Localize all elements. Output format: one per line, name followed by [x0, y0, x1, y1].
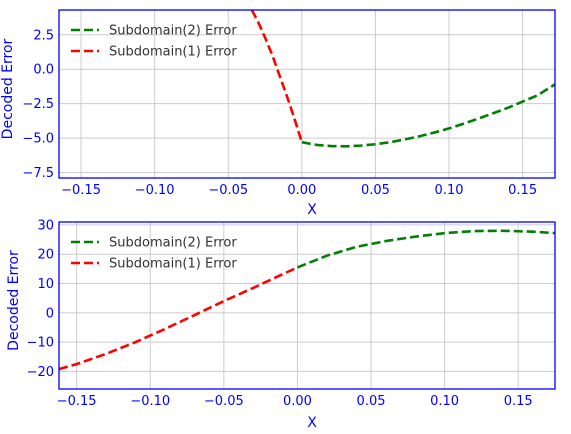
x-axis-label: X: [307, 202, 317, 218]
bottom-subplot: −0.15 −0.10 −0.05 0.00 0.05 0.10 0.15 −20 −10 0 10…: [6, 218, 556, 431]
x-tick-label: −0.15: [61, 183, 101, 198]
x-tick-label: 0.00: [287, 183, 316, 198]
x-tick-label: −0.15: [57, 394, 97, 409]
y-tick-label: −5.0: [22, 132, 54, 147]
y-tick-label: 2.5: [33, 28, 54, 43]
legend: Subdomain(2) Error Subdomain(1) Error: [71, 24, 237, 60]
y-tick-label: −2.5: [22, 97, 54, 112]
series-line-subdomain-1: [250, 10, 304, 143]
x-tick-label: −0.10: [130, 394, 170, 409]
series-line-subdomain-2: [296, 229, 555, 269]
y-tick-label: −20: [27, 365, 54, 380]
series-line-subdomain-2: [301, 83, 555, 148]
top-subplot: −0.15 −0.10 −0.05 0.00 0.05 0.10 0.15 −7.5 −5.0 −…: [0, 9, 556, 218]
legend-entry: Subdomain(2) Error: [109, 236, 237, 251]
y-axis-label: Decoded Error: [6, 250, 22, 351]
x-tick-label: 0.00: [283, 394, 312, 409]
y-tick-label: 20: [37, 248, 54, 263]
plot-area: [59, 10, 555, 178]
x-tick-label: −0.05: [204, 394, 244, 409]
legend-entry: Subdomain(2) Error: [109, 24, 237, 39]
y-axis-label: Decoded Error: [0, 38, 16, 139]
legend-entry: Subdomain(1) Error: [109, 45, 237, 60]
x-tick-label: 0.05: [361, 183, 390, 198]
series-line-subdomain-1: [59, 266, 298, 371]
y-tick-label: 10: [37, 277, 54, 292]
x-tick-label: 0.10: [435, 183, 464, 198]
y-tick-label: 0: [46, 306, 54, 321]
x-tick-label: 0.05: [357, 394, 386, 409]
x-tick-label: 0.10: [430, 394, 459, 409]
y-tick-label: 30: [37, 218, 54, 233]
y-tick-label: 0.0: [33, 63, 54, 78]
y-tick-label: −7.5: [22, 166, 54, 181]
x-tick-label: −0.05: [208, 183, 248, 198]
x-tick-label: 0.15: [508, 183, 537, 198]
x-tick-label: −0.10: [135, 183, 175, 198]
y-tick-label: −10: [27, 336, 54, 351]
legend: Subdomain(2) Error Subdomain(1) Error: [71, 236, 237, 272]
plot-frame: [58, 221, 556, 390]
legend-entry: Subdomain(1) Error: [109, 257, 237, 272]
plot-frame: [58, 9, 556, 179]
x-tick-label: 0.15: [504, 394, 533, 409]
x-axis-label: X: [307, 415, 317, 431]
plot-area: [59, 222, 555, 389]
